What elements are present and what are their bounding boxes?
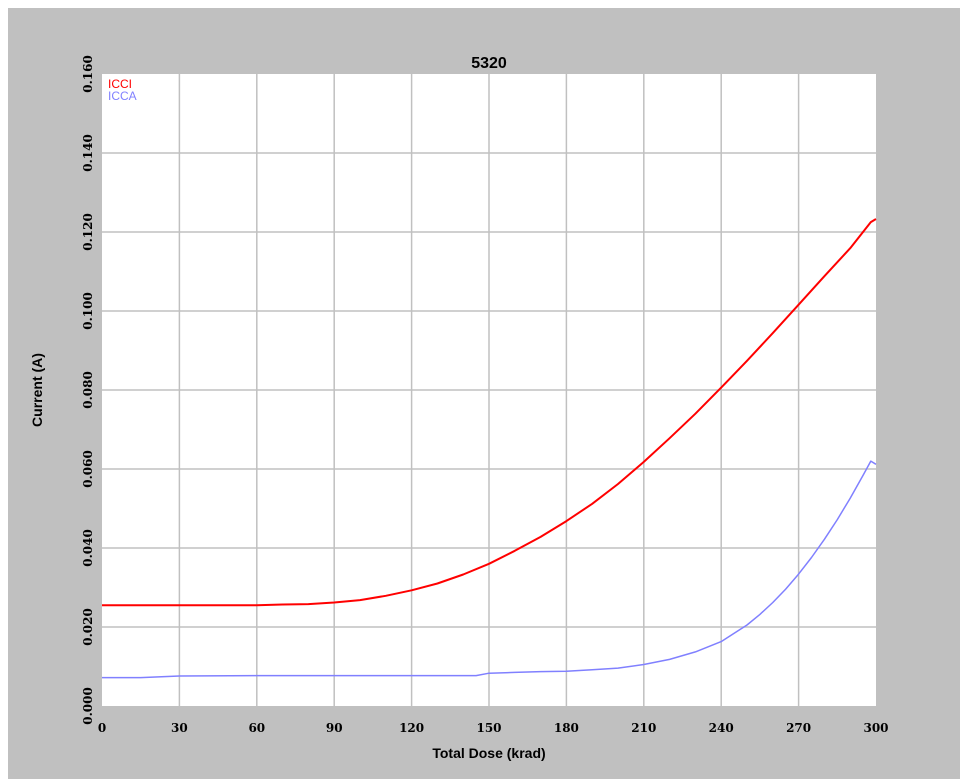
chart-title: 5320 [471,55,507,72]
y-tick-label: 0.080 [81,371,95,409]
y-tick-label: 0.020 [81,608,95,646]
y-tick-label: 0.040 [81,529,95,567]
x-tick-label: 120 [399,721,424,735]
x-tick-label: 90 [326,721,343,735]
x-tick-label: 30 [171,721,188,735]
y-axis-label: Current (A) [29,353,45,427]
y-tick-label: 0.160 [81,55,95,93]
line-chart: 0 30 60 90 120 150 180 210 240 270 300 0.0000.0200… [29,55,889,761]
series-layer [102,218,877,679]
y-axis-ticks: 0.000 0.020 0.040 0.060 0.080 0.100 0.120 0.140… [81,55,95,725]
y-tick-label: 0.140 [81,134,95,172]
y-tick-label: 0.100 [81,292,95,330]
x-tick-label: 270 [786,721,811,735]
chart-frame: 0 30 60 90 120 150 180 210 240 270 300 0.000 0.020 0… [8,8,960,779]
x-tick-label: 180 [554,721,579,735]
x-axis-ticks: 0 30 60 90 120 150 180 210 240 270 300 [98,721,889,735]
x-axis-label: Total Dose (krad) [432,745,545,761]
x-tick-label: 300 [863,721,888,735]
x-tick-label: 0 [98,721,106,735]
y-tick-label: 0.060 [81,450,95,488]
x-tick-label: 210 [631,721,656,735]
y-tick-label: 0.000 [81,687,95,725]
y-tick-label: 0.120 [81,213,95,251]
legend-entry-icci: ICCI [108,77,132,91]
series-line-icca [102,460,877,679]
legend-entry-icca: ICCA [108,89,137,103]
x-tick-label: 240 [709,721,734,735]
grid-lines [102,74,876,706]
x-tick-label: 60 [248,721,265,735]
x-tick-label: 150 [476,721,501,735]
series-line-icci [102,218,877,607]
